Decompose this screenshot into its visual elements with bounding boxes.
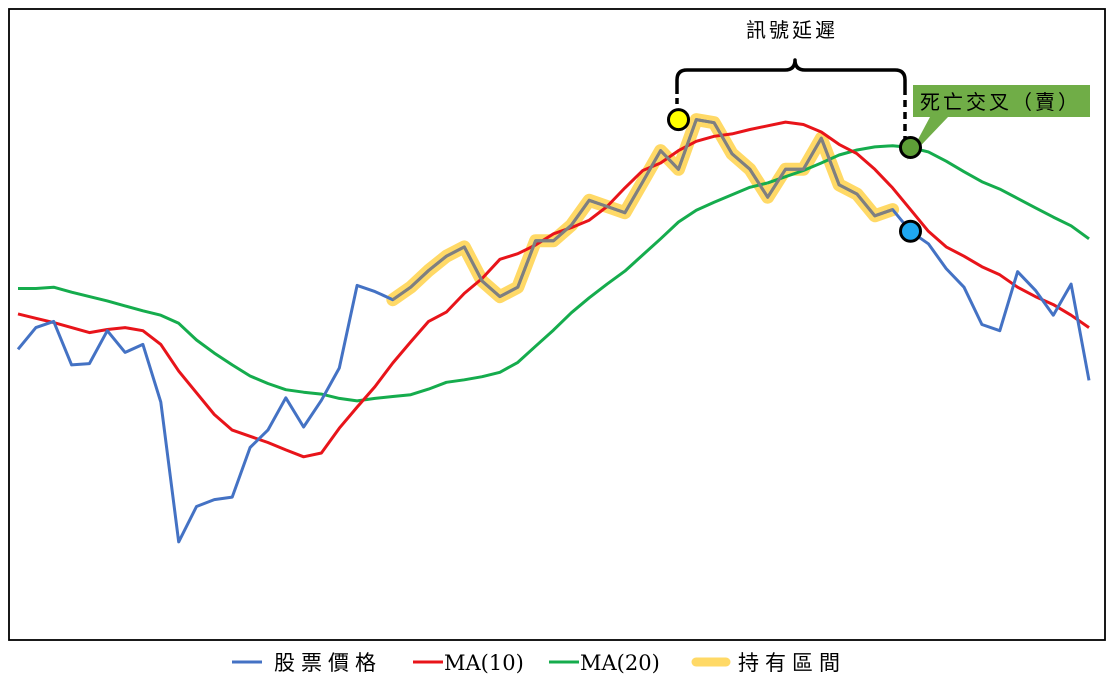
signal-delay-brace — [675, 58, 907, 88]
signal-delay-label: 訊號延遲 — [746, 18, 838, 42]
holding-period-price-line — [391, 118, 894, 301]
legend-label-price: 股票價格 — [274, 651, 382, 675]
buy-signal-marker — [667, 108, 690, 132]
legend: 股票價格 MA(10) MA(20) 持有區間 — [232, 651, 846, 675]
legend-label-holding: 持有區間 — [738, 651, 846, 675]
legend-label-ma10: MA(10) — [444, 651, 524, 675]
sell-price-marker — [899, 219, 922, 243]
annotation-layer: 訊號延遲 死亡交叉（賣） — [675, 18, 1090, 160]
death-cross-marker — [899, 136, 922, 159]
death-cross-label: 死亡交叉（賣） — [920, 90, 1081, 114]
legend-label-ma20: MA(20) — [580, 651, 660, 675]
series-line-ma10 — [17, 120, 1090, 459]
death-cross-callout — [907, 85, 1090, 160]
marker-layer — [667, 108, 922, 243]
